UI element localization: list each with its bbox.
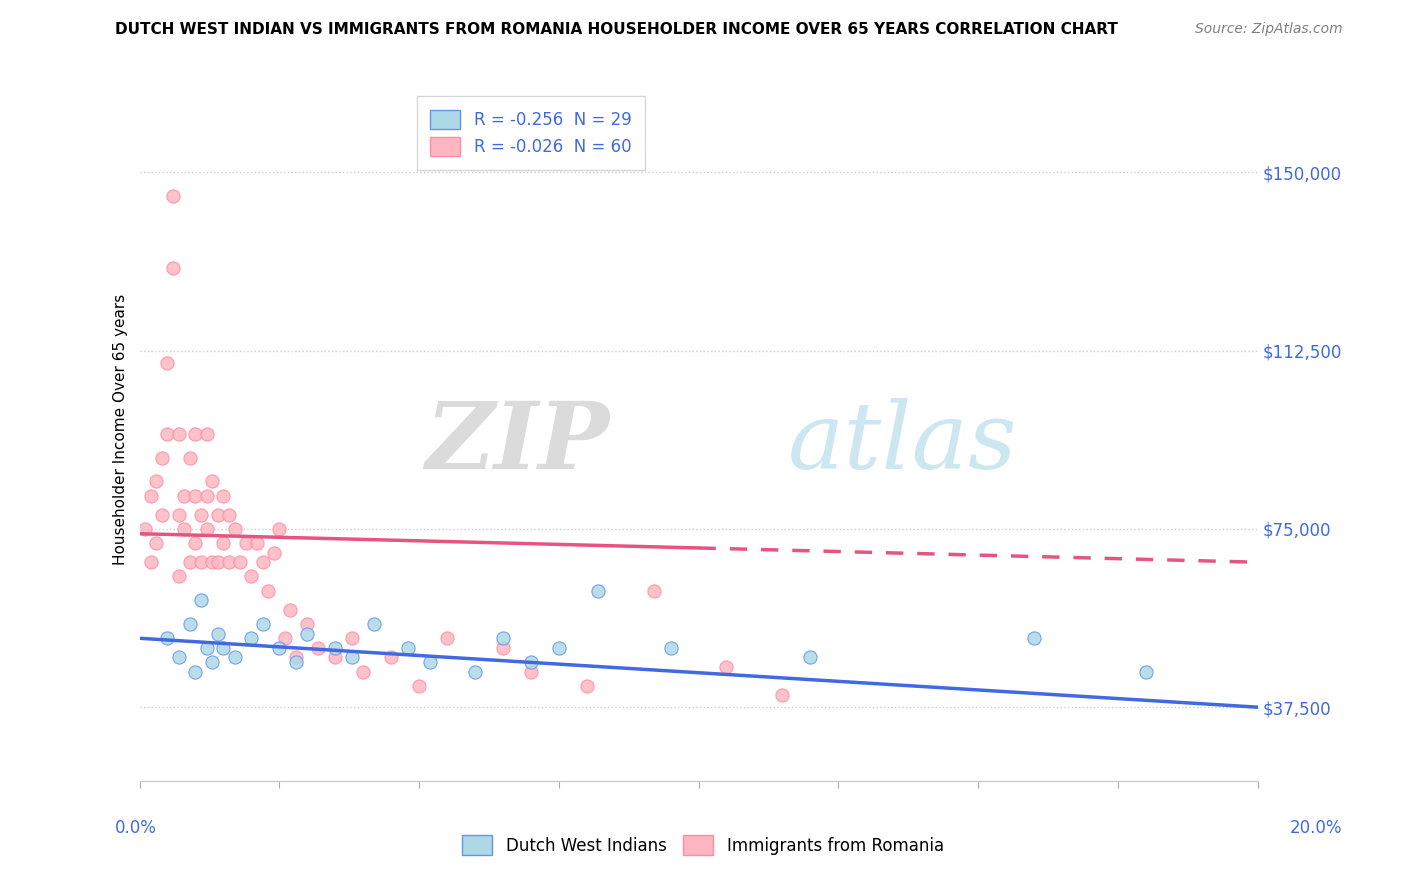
Point: [363, 617, 385, 632]
Point: [547, 640, 569, 655]
Point: [212, 489, 235, 503]
Point: [575, 679, 598, 693]
Point: [307, 640, 329, 655]
Point: [134, 522, 156, 536]
Point: [396, 640, 419, 655]
Point: [280, 603, 302, 617]
Point: [1022, 632, 1045, 646]
Point: [408, 679, 430, 693]
Point: [145, 536, 167, 550]
Point: [150, 450, 173, 465]
Point: [246, 536, 269, 550]
Text: 20.0%: 20.0%: [1291, 819, 1343, 837]
Point: [190, 508, 212, 522]
Point: [464, 665, 486, 679]
Point: [173, 522, 195, 536]
Point: [252, 555, 274, 569]
Point: [224, 650, 246, 665]
Legend: R = -0.256  N = 29, R = -0.026  N = 60: R = -0.256 N = 29, R = -0.026 N = 60: [418, 96, 645, 169]
Point: [167, 650, 190, 665]
Point: [139, 555, 162, 569]
Point: [195, 640, 218, 655]
Point: [195, 489, 218, 503]
Text: Source: ZipAtlas.com: Source: ZipAtlas.com: [1195, 22, 1343, 37]
Point: [195, 522, 218, 536]
Point: [643, 583, 665, 598]
Point: [150, 508, 173, 522]
Point: [167, 508, 190, 522]
Point: [716, 660, 738, 674]
Point: [167, 569, 190, 583]
Point: [207, 508, 229, 522]
Point: [436, 632, 458, 646]
Point: [252, 617, 274, 632]
Point: [235, 536, 257, 550]
Point: [263, 546, 285, 560]
Point: [179, 450, 201, 465]
Point: [770, 688, 793, 702]
Point: [285, 655, 308, 669]
Point: [156, 356, 179, 370]
Point: [184, 536, 207, 550]
Point: [184, 665, 207, 679]
Point: [1135, 665, 1157, 679]
Text: 0.0%: 0.0%: [115, 819, 157, 837]
Point: [352, 665, 374, 679]
Legend: Dutch West Indians, Immigrants from Romania: Dutch West Indians, Immigrants from Roma…: [456, 829, 950, 862]
Point: [218, 555, 240, 569]
Point: [139, 489, 162, 503]
Point: [224, 522, 246, 536]
Point: [659, 640, 682, 655]
Point: [156, 632, 179, 646]
Point: [269, 522, 291, 536]
Point: [419, 655, 441, 669]
Point: [212, 536, 235, 550]
Point: [162, 260, 184, 275]
Point: [207, 626, 229, 640]
Point: [229, 555, 252, 569]
Point: [184, 489, 207, 503]
Point: [201, 555, 224, 569]
Point: [323, 650, 346, 665]
Point: [190, 555, 212, 569]
Point: [297, 617, 319, 632]
Point: [323, 640, 346, 655]
Text: ZIP: ZIP: [425, 398, 609, 488]
Point: [173, 489, 195, 503]
Point: [167, 426, 190, 441]
Point: [218, 508, 240, 522]
Point: [285, 650, 308, 665]
Point: [586, 583, 609, 598]
Text: DUTCH WEST INDIAN VS IMMIGRANTS FROM ROMANIA HOUSEHOLDER INCOME OVER 65 YEARS CO: DUTCH WEST INDIAN VS IMMIGRANTS FROM ROM…: [115, 22, 1118, 37]
Point: [492, 640, 515, 655]
Point: [520, 655, 543, 669]
Point: [340, 650, 363, 665]
Point: [492, 632, 515, 646]
Point: [257, 583, 280, 598]
Point: [212, 640, 235, 655]
Point: [195, 426, 218, 441]
Point: [145, 475, 167, 489]
Point: [207, 555, 229, 569]
Point: [179, 617, 201, 632]
Y-axis label: Householder Income Over 65 years: Householder Income Over 65 years: [114, 293, 128, 565]
Point: [184, 426, 207, 441]
Point: [201, 475, 224, 489]
Point: [240, 632, 263, 646]
Point: [269, 640, 291, 655]
Point: [274, 632, 297, 646]
Point: [162, 189, 184, 203]
Point: [340, 632, 363, 646]
Point: [380, 650, 402, 665]
Point: [190, 593, 212, 607]
Point: [240, 569, 263, 583]
Point: [201, 655, 224, 669]
Point: [799, 650, 821, 665]
Point: [520, 665, 543, 679]
Point: [297, 626, 319, 640]
Point: [179, 555, 201, 569]
Point: [156, 426, 179, 441]
Text: atlas: atlas: [787, 398, 1018, 488]
